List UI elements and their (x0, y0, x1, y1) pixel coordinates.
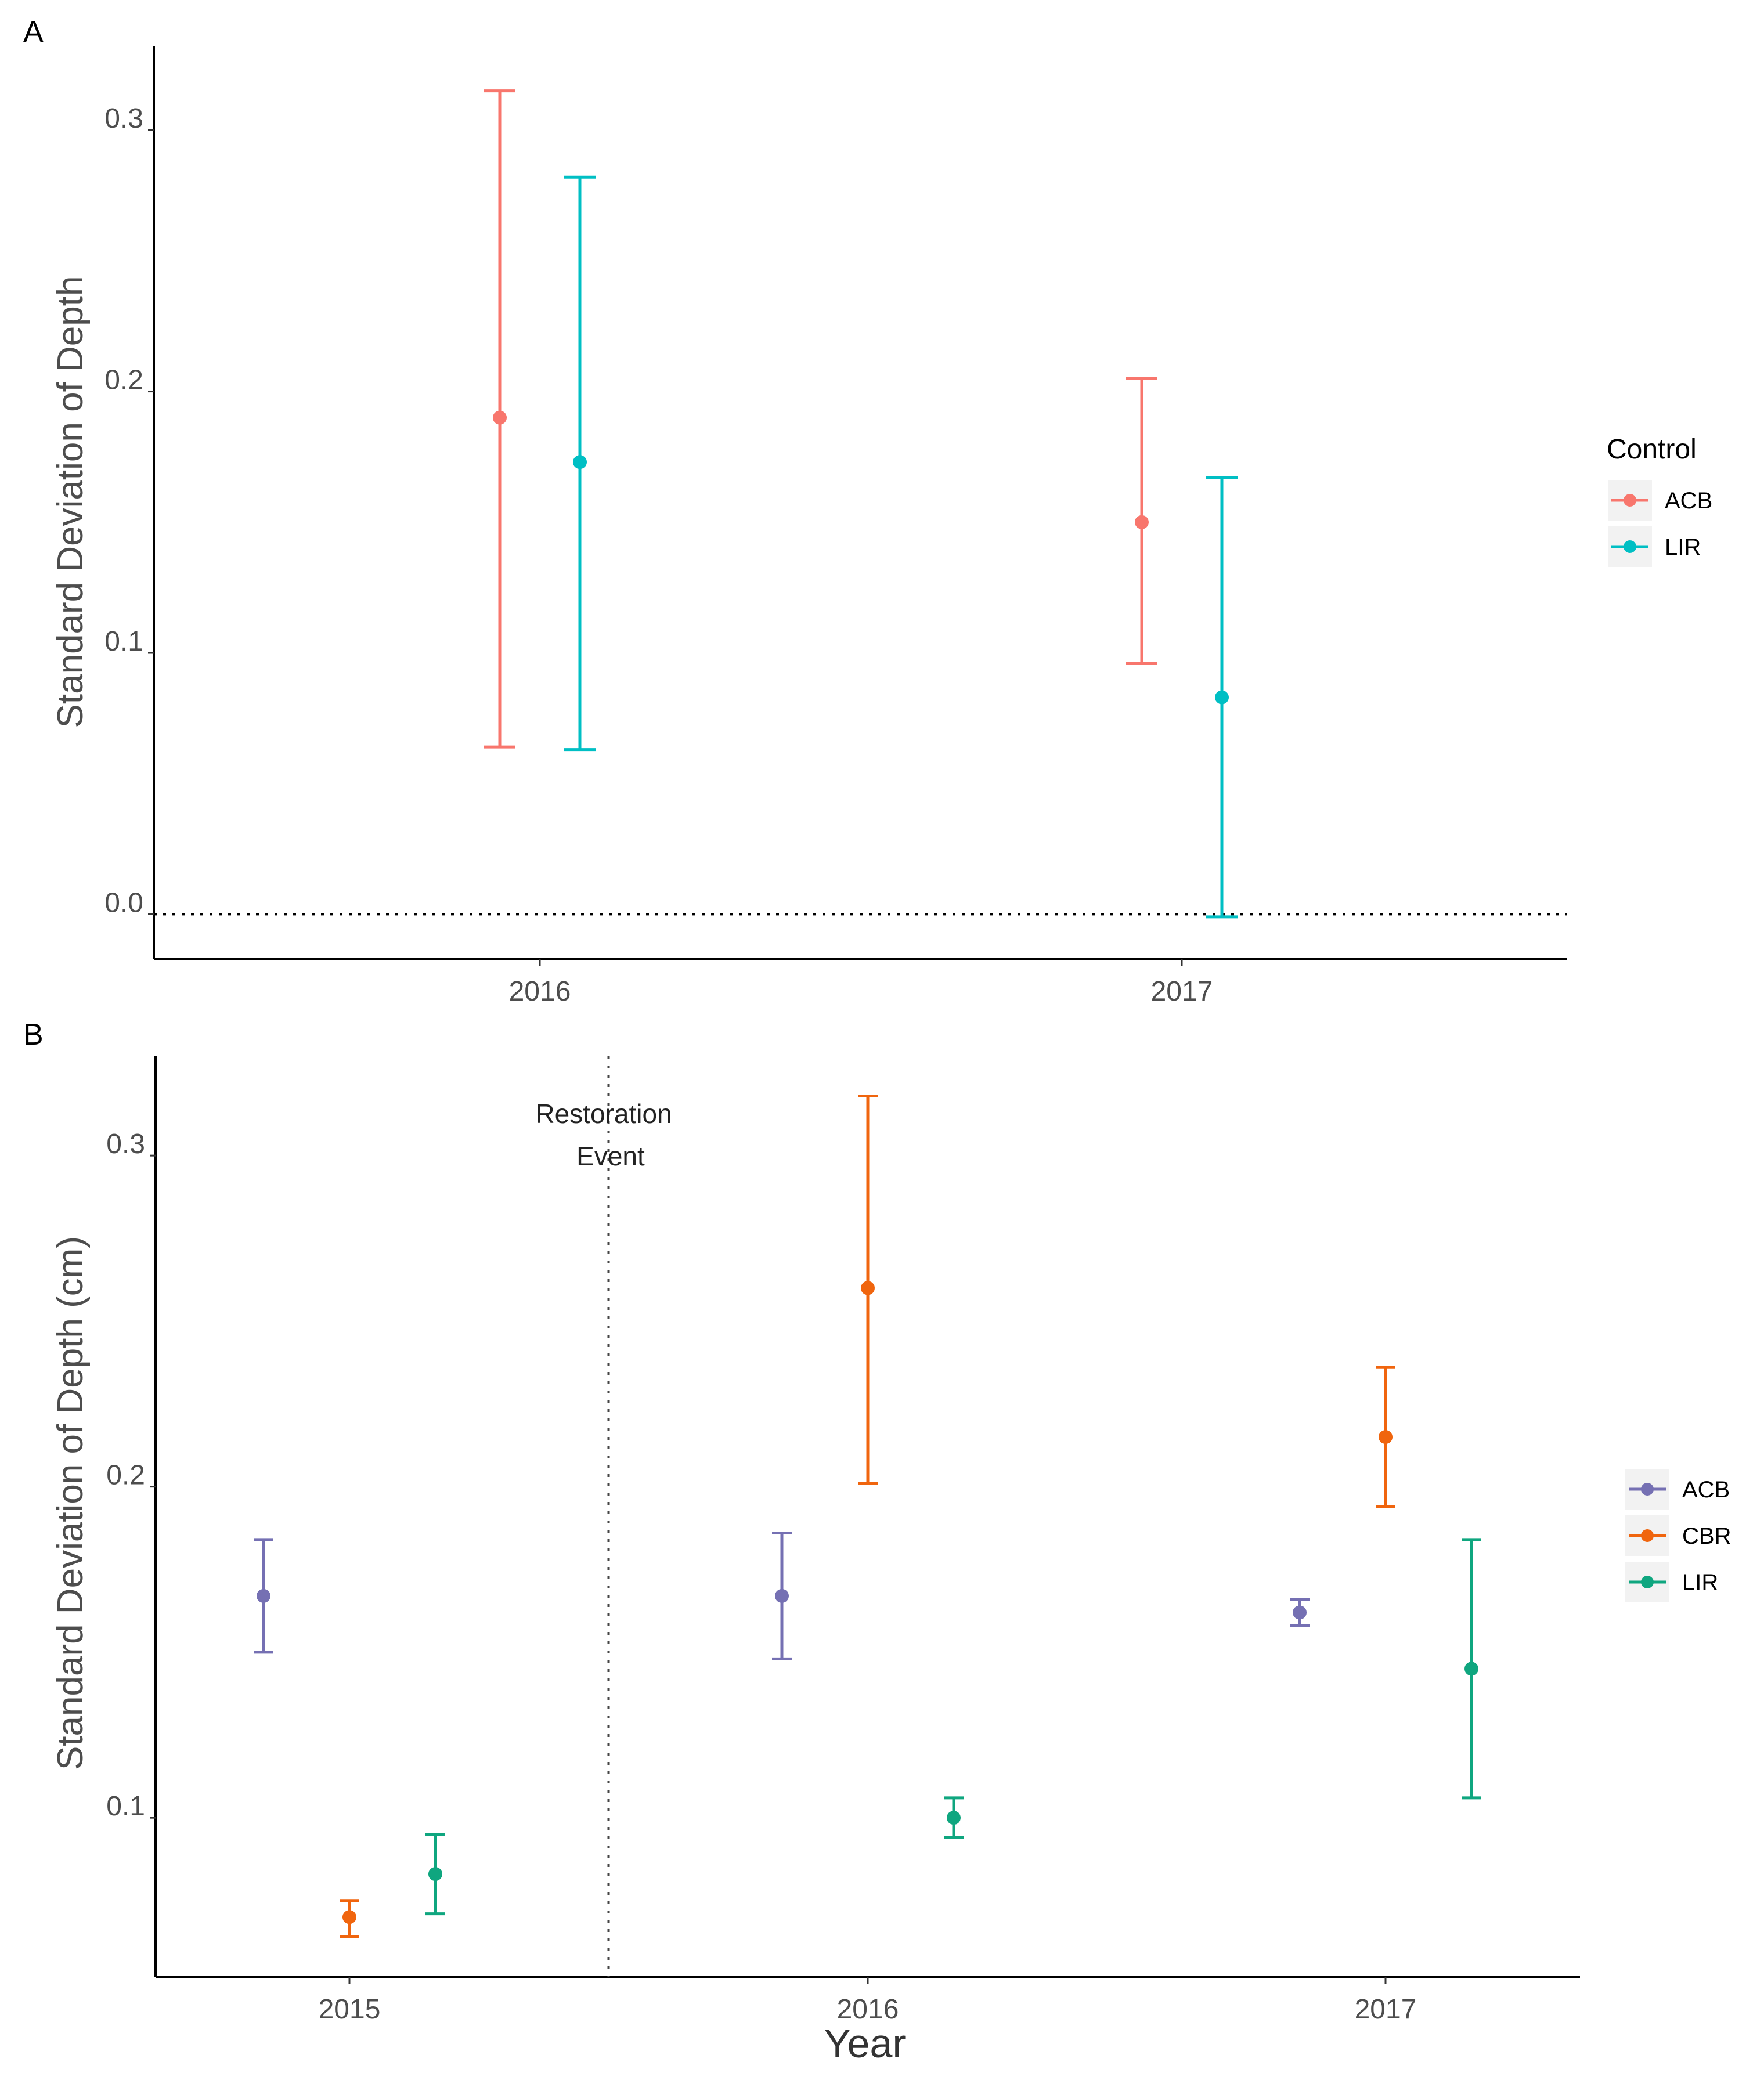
panel-b-legend: ACB CBR LIR (1625, 1469, 1731, 1602)
y-tick-label: 0.3 (106, 1129, 145, 1160)
x-tick-label: 2015 (319, 1994, 381, 2025)
y-tick-label: 0.2 (106, 1460, 145, 1491)
legend-label-acb: ACB (1682, 1477, 1730, 1503)
panel-a-legend: Control ACB LIR (1607, 434, 1712, 567)
panel-b-letter: B (23, 1018, 44, 1052)
restoration-event-label-line2: Event (576, 1141, 645, 1171)
legend-label-acb: ACB (1665, 488, 1712, 514)
legend-key-point (1624, 494, 1636, 507)
point-acb-2016 (493, 410, 507, 425)
point-lir-2017 (1464, 1662, 1478, 1676)
point-lir-2015 (428, 1867, 442, 1882)
panel-a-legend-title: Control (1607, 434, 1697, 465)
y-tick-label: 0.1 (104, 626, 143, 657)
x-tick-label: 2016 (837, 1994, 899, 2025)
point-lir-2016 (573, 455, 587, 470)
point-cbr-2015 (342, 1910, 356, 1924)
x-tick-label: 2016 (509, 976, 571, 1007)
panel-b-plot-area: 0.1 0.2 0.3 2015 2016 2017 (106, 1056, 1580, 2025)
point-cbr-2016 (861, 1281, 875, 1295)
legend-label-cbr: CBR (1682, 1523, 1731, 1549)
y-tick-label: 0.2 (104, 365, 143, 396)
panel-b-x-axis-title: Year (824, 2021, 906, 2066)
legend-key-point (1624, 540, 1636, 553)
legend-key-point (1641, 1576, 1654, 1588)
y-tick-label: 0.1 (106, 1791, 145, 1822)
point-acb-2015 (257, 1588, 270, 1603)
restoration-event-label-line1: Restoration (535, 1099, 672, 1129)
legend-label-lir: LIR (1665, 535, 1701, 560)
point-lir-2016 (947, 1811, 961, 1825)
point-acb-2017 (1293, 1605, 1307, 1620)
point-acb-2017 (1135, 515, 1149, 529)
panel-a-plot-area: 0.0 0.1 0.2 0.3 2016 2017 (104, 46, 1567, 1007)
legend-key-point (1641, 1529, 1654, 1542)
x-tick-label: 2017 (1151, 976, 1213, 1007)
panel-b-y-axis-title: Standard Deviation of Depth (cm) (50, 1236, 91, 1770)
legend-key-point (1641, 1483, 1654, 1496)
point-lir-2017 (1215, 690, 1229, 705)
point-acb-2016 (775, 1588, 789, 1603)
y-tick-label: 0.3 (104, 103, 143, 134)
panel-a: A Standard Deviation of Depth 0.00.10.20… (23, 15, 1712, 1007)
y-tick-label: 0.0 (104, 887, 143, 918)
x-tick-label: 2017 (1355, 1994, 1417, 2025)
panel-a-letter: A (23, 15, 44, 49)
panel-a-y-axis-title: Standard Deviation of Depth (50, 276, 91, 728)
legend-label-lir: LIR (1682, 1570, 1718, 1595)
point-cbr-2017 (1379, 1430, 1393, 1445)
panel-b: B Standard Deviation of Depth (cm) Year … (23, 1018, 1731, 2066)
